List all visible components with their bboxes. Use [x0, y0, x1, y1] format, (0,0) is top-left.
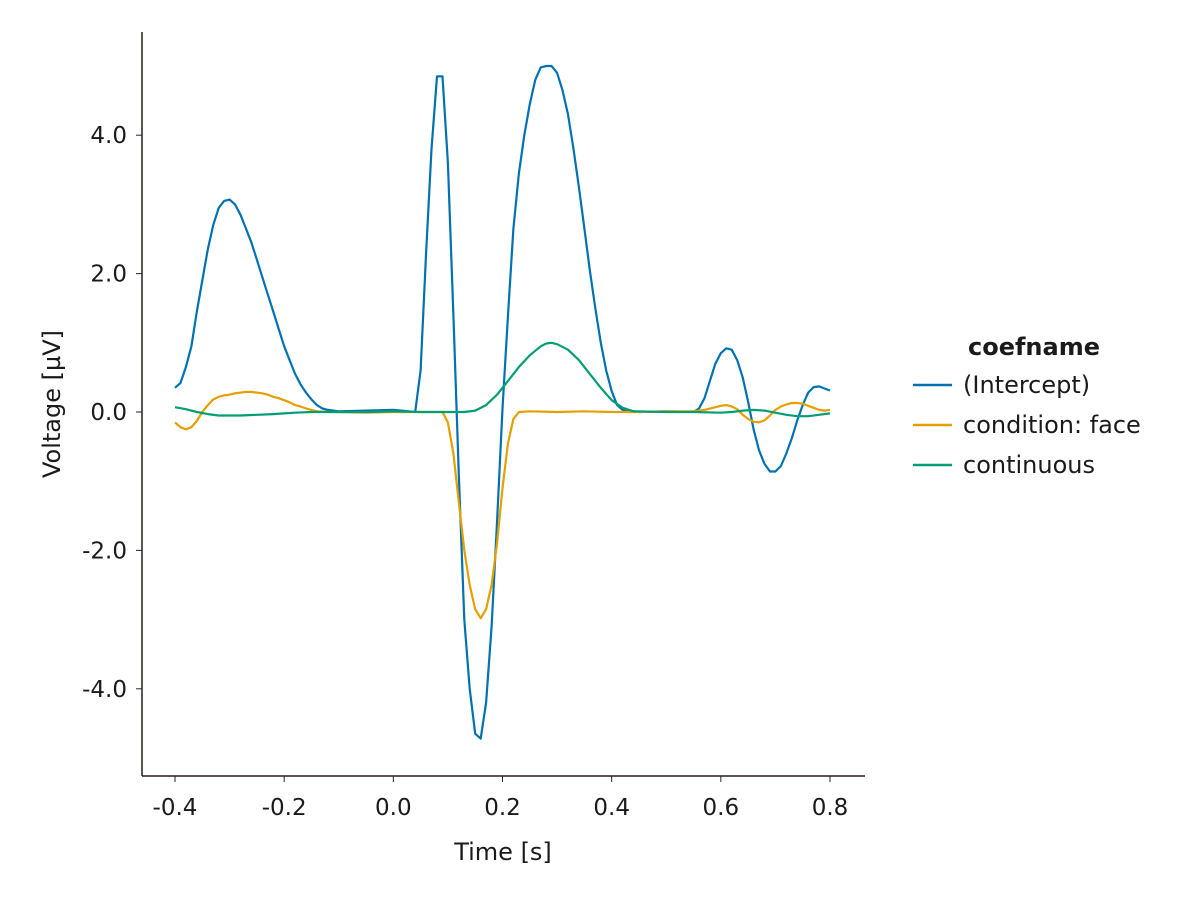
legend-label: (Intercept) — [963, 371, 1090, 399]
series-line-intercept — [174, 64, 831, 740]
plot-area — [174, 64, 831, 740]
series-line-condition-face — [174, 390, 831, 620]
y-tick-label: -2.0 — [82, 538, 127, 564]
legend-items: (Intercept) condition: face continuous — [913, 371, 1141, 479]
legend-label: continuous — [963, 451, 1095, 479]
legend-label: condition: face — [963, 411, 1141, 439]
y-tick-label: 2.0 — [90, 262, 127, 288]
y-tick-label: 0.0 — [90, 400, 127, 426]
legend: coefname (Intercept) condition: face conti… — [913, 333, 1141, 479]
y-axis-label: Voltage [µV] — [38, 330, 66, 478]
series-line-continuous — [174, 341, 831, 418]
x-axis-label: Time [s] — [453, 838, 552, 866]
x-tick-label: 0.0 — [375, 795, 412, 821]
legend-title: coefname — [968, 333, 1100, 361]
x-tick-label: 0.6 — [703, 795, 740, 821]
x-tick-label: 0.2 — [484, 795, 521, 821]
x-tick-label: 0.4 — [593, 795, 630, 821]
x-tick-label: 0.8 — [812, 795, 849, 821]
x-axis-ticks: -0.4 -0.2 0.0 0.2 0.4 0.6 0.8 — [153, 776, 849, 821]
x-tick-label: -0.2 — [262, 795, 307, 821]
y-axis-ticks: 4.0 2.0 0.0 -2.0 -4.0 — [82, 123, 142, 703]
y-tick-label: -4.0 — [82, 677, 127, 703]
y-tick-label: 4.0 — [90, 123, 127, 149]
x-tick-label: -0.4 — [153, 795, 198, 821]
